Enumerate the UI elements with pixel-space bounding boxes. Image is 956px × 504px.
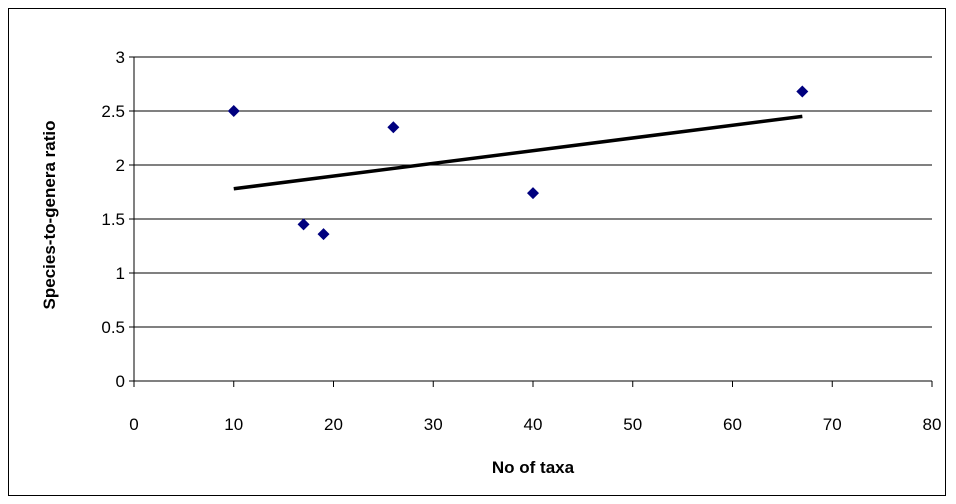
chart-frame — [8, 8, 946, 496]
data-point — [227, 105, 240, 117]
data-point — [297, 218, 310, 231]
x-tick-label: 0 — [129, 415, 138, 434]
y-tick-label: 3 — [116, 48, 125, 67]
y-tick-label: 2.5 — [101, 102, 125, 121]
tick-labels: 00.511.522.530 10 20 30 40 50 60 70 80 — [101, 48, 941, 434]
y-tick-label: 1 — [116, 264, 125, 283]
x-tick-label: 70 — [823, 415, 842, 434]
axes — [129, 56, 933, 387]
x-tick-label: 50 — [623, 415, 642, 434]
x-tick-label: 40 — [524, 415, 543, 434]
y-axis-title: Species-to-genera ratio — [40, 121, 59, 310]
data-point — [387, 121, 400, 134]
y-tick-label: 1.5 — [101, 210, 125, 229]
data-point — [527, 187, 539, 200]
x-tick-label: 60 — [723, 415, 742, 434]
data-point — [317, 228, 330, 241]
x-axis-title: No of taxa — [492, 458, 575, 477]
y-tick-label: 0.5 — [101, 318, 125, 337]
y-tick-label: 2 — [116, 156, 125, 175]
x-tick-label: 10 — [224, 415, 243, 434]
data-point — [796, 85, 809, 98]
grid-lines — [134, 56, 932, 328]
data-points — [227, 85, 809, 241]
x-tick-label: 30 — [424, 415, 443, 434]
trendline — [233, 114, 803, 191]
x-tick-label: 20 — [324, 415, 343, 434]
y-tick-label: 0 — [116, 372, 125, 391]
trendline-layer — [233, 114, 803, 191]
x-tick-label: 80 — [923, 415, 942, 434]
